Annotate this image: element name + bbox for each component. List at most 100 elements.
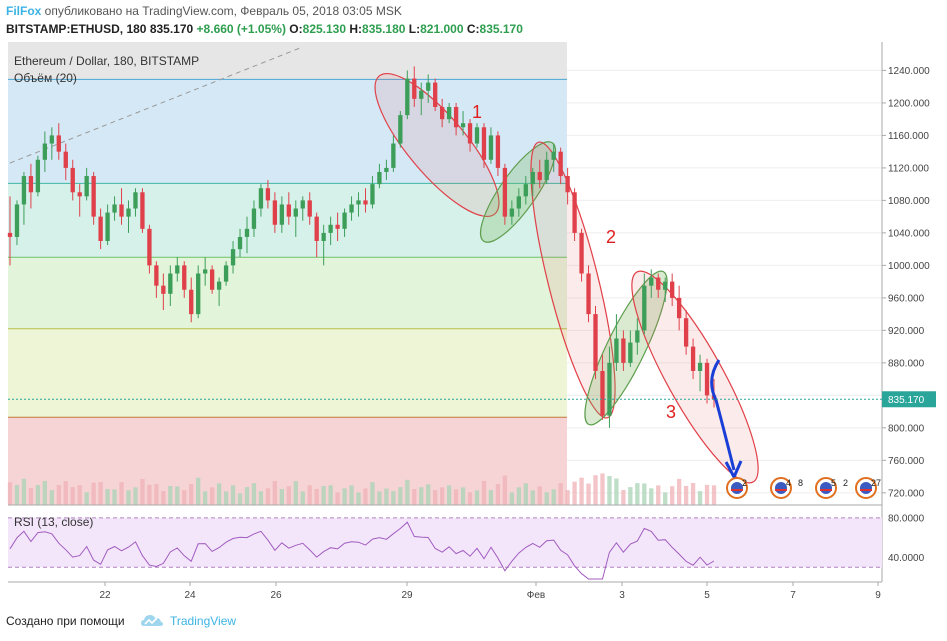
volume-bar [426, 484, 431, 505]
candle-body [558, 151, 563, 177]
volume-bar [419, 487, 424, 505]
fib-band-top [8, 42, 567, 80]
trend-line-dashed [9, 47, 301, 164]
wave-label: 2 [606, 227, 616, 247]
candle-body [614, 338, 619, 363]
volume-bar [363, 488, 368, 505]
high-label: H: [349, 22, 363, 36]
volume-bar [216, 483, 222, 505]
candle-body [196, 273, 201, 315]
volume-bar [77, 485, 82, 505]
wave-label: 3 [666, 402, 676, 422]
author-name[interactable]: FilFox [6, 4, 42, 18]
y-tick-label: 1040.000 [888, 228, 930, 239]
candle-body [426, 82, 431, 91]
axes: 1240.000 1200.000 1160.000 1120.000 1080.000… [8, 42, 936, 601]
candle-body [523, 184, 528, 197]
y-tick-label: 720.000 [888, 488, 925, 499]
volume-bar [98, 482, 103, 505]
candle-body [537, 171, 542, 181]
candle-body [649, 277, 654, 286]
candle-body [419, 90, 424, 99]
x-tick-label: Фев [527, 590, 545, 601]
forecast-arrow-line [710, 359, 736, 471]
tradingview-link[interactable]: TradingView [170, 614, 237, 628]
volume-indicator-label: Объём (20) [14, 71, 77, 85]
candle-body [551, 151, 556, 160]
volume-bar [14, 484, 20, 505]
volume-bar [154, 484, 159, 505]
candle-body [621, 338, 626, 363]
volume-bar [63, 481, 68, 505]
candle-body [593, 314, 598, 371]
candle-body [223, 265, 229, 282]
event-count: 8 [798, 478, 803, 488]
candle-body [307, 200, 312, 217]
volume-bar [412, 489, 417, 505]
candle-body [656, 277, 661, 290]
y-tick-label: 880.000 [888, 358, 925, 369]
candle-body [314, 216, 319, 242]
candle-body [119, 204, 124, 217]
x-tick-label: 22 [99, 590, 111, 601]
correction-b-ellipse [584, 270, 668, 426]
candle-body [244, 228, 250, 237]
volume-bar [223, 491, 229, 505]
symbol-label: BITSTAMP:ETHUSD, 180 [6, 22, 147, 36]
candle-body [600, 370, 605, 416]
candle-body [446, 106, 452, 120]
candle-body [168, 273, 173, 294]
candle-body [258, 188, 264, 209]
event-marker: 2 [726, 477, 748, 499]
candle-body [690, 346, 696, 371]
wave-label: 1 [472, 102, 482, 122]
candle-body [342, 212, 347, 229]
volume-bar [307, 485, 312, 505]
candle-body [112, 204, 117, 213]
volume-bar [530, 490, 535, 505]
x-tick-label: 7 [790, 590, 796, 601]
volume-bar [342, 488, 347, 505]
volume-bar [244, 487, 250, 505]
candle-body [14, 204, 20, 237]
event-count: 4 [786, 478, 791, 488]
volume-bar [300, 491, 305, 505]
candle-body [28, 176, 34, 193]
volume-bar [586, 483, 591, 505]
volume-bar [676, 478, 682, 505]
x-tick-label: 5 [704, 590, 710, 601]
volume-bar [405, 479, 410, 505]
candle-body [300, 200, 305, 209]
candle-body [7, 232, 13, 237]
open-value: 825.130 [302, 22, 347, 36]
candle-body [572, 192, 577, 233]
volume-bar [565, 490, 570, 505]
volume-bar [49, 490, 54, 505]
candle-body [279, 204, 285, 225]
volume-bar [656, 485, 661, 505]
candle-body [35, 159, 41, 193]
event-count: 27 [871, 478, 881, 488]
rsi-line [9, 521, 715, 580]
candle-body [433, 82, 438, 107]
candle-body [286, 204, 291, 217]
volume-bar [433, 490, 438, 505]
volume-bar [670, 486, 675, 505]
candle-body [91, 176, 96, 217]
candle-body [509, 208, 515, 217]
volume-bar [391, 491, 396, 505]
volume-bar [237, 493, 243, 505]
high-value: 835.180 [362, 22, 406, 36]
volume-bar [711, 485, 717, 505]
volume-bar [398, 487, 403, 505]
event-count: 5 [831, 478, 836, 488]
volume-bar [690, 483, 696, 505]
volume-bar [126, 490, 131, 505]
candle-body [77, 192, 82, 197]
volume-bar [635, 483, 640, 505]
fib-band [8, 79, 567, 184]
candle-body [154, 265, 159, 286]
y-tick-label: 1080.000 [888, 196, 930, 207]
